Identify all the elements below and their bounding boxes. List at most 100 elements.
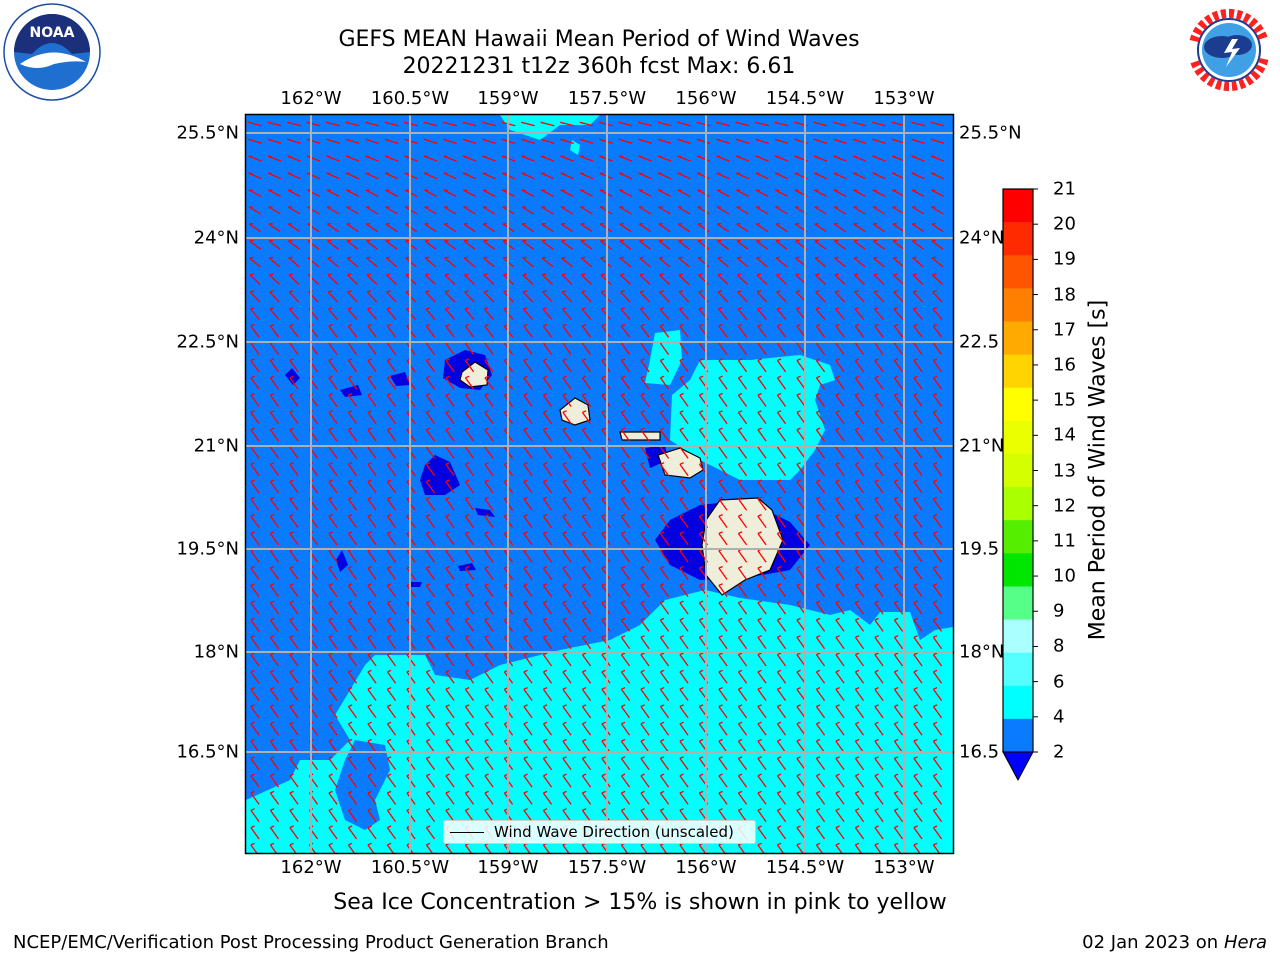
- wind-wave-arrow: [542, 358, 553, 373]
- wind-wave-arrow: [484, 375, 494, 390]
- wind-wave-arrow: [484, 410, 494, 425]
- wind-wave-arrow: [327, 256, 339, 268]
- wind-wave-arrow: [679, 704, 689, 719]
- wind-wave-arrow: [718, 479, 728, 494]
- wind-wave-arrow: [443, 155, 457, 162]
- wind-wave-arrow: [347, 669, 358, 684]
- wind-wave-arrow: [737, 738, 748, 753]
- wind-wave-arrow: [347, 652, 358, 667]
- wind-wave-arrow: [562, 410, 572, 425]
- wind-wave-arrow: [755, 223, 769, 233]
- wind-wave-arrow: [289, 392, 299, 407]
- wind-wave-arrow: [579, 172, 594, 180]
- wind-wave-arrow: [913, 323, 923, 338]
- wind-wave-arrow: [640, 790, 650, 805]
- wind-wave-arrow: [250, 583, 260, 598]
- wind-wave-arrow: [581, 721, 592, 736]
- wind-wave-arrow: [560, 138, 574, 145]
- footer-producer: NCEP/EMC/Verification Post Processing Pr…: [13, 932, 609, 953]
- wind-wave-arrow: [718, 669, 728, 684]
- wind-wave-arrow: [756, 290, 768, 303]
- wind-wave-arrow: [736, 273, 749, 285]
- wind-wave-arrow: [464, 358, 475, 373]
- wind-wave-arrow: [854, 790, 865, 805]
- wind-wave-arrow: [386, 842, 395, 853]
- wind-wave-arrow: [464, 652, 475, 667]
- wind-wave-arrow: [562, 790, 572, 805]
- wind-wave-arrow: [874, 514, 884, 528]
- wind-wave-arrow: [386, 290, 397, 303]
- wind-wave-arrow: [269, 842, 278, 853]
- wind-wave-arrow: [328, 790, 338, 805]
- wind-wave-arrow: [581, 738, 592, 753]
- wind-wave-arrow: [561, 256, 573, 268]
- wind-wave-arrow: [718, 635, 728, 650]
- wind-wave-arrow: [464, 756, 475, 771]
- wind-wave-arrow: [347, 600, 358, 615]
- wind-wave-arrow: [464, 617, 475, 632]
- wind-wave-arrow: [425, 808, 436, 823]
- wind-wave-arrow: [541, 206, 554, 215]
- wind-wave-arrow: [328, 842, 336, 853]
- wind-wave-arrow: [562, 687, 572, 701]
- wind-wave-arrow: [912, 256, 924, 268]
- wind-wave-arrow: [347, 704, 358, 719]
- wind-wave-arrow: [562, 496, 572, 511]
- top-axis-label: 162°W: [280, 88, 342, 109]
- wind-wave-arrow: [757, 704, 767, 719]
- wind-wave-arrow: [443, 138, 457, 145]
- wind-wave-arrow: [367, 704, 377, 719]
- wind-wave-arrow: [893, 307, 904, 321]
- wind-wave-arrow: [521, 172, 535, 180]
- wind-wave-arrow: [425, 392, 436, 407]
- wind-wave-arrow: [854, 307, 865, 321]
- wind-wave-arrow: [367, 427, 377, 442]
- wind-wave-arrow: [542, 808, 553, 823]
- wind-wave-arrow: [560, 121, 574, 127]
- wind-wave-arrow: [776, 704, 787, 719]
- wind-wave-arrow: [796, 496, 806, 511]
- wind-wave-arrow: [269, 514, 280, 528]
- wind-wave-arrow: [386, 635, 397, 650]
- wind-wave-arrow: [757, 808, 767, 823]
- wind-wave-arrow: [913, 617, 923, 632]
- wind-wave-arrow: [796, 790, 806, 805]
- wind-wave-arrow: [930, 155, 945, 162]
- wind-wave-arrow: [659, 756, 670, 771]
- wind-wave-arrow: [289, 617, 299, 632]
- wind-wave-arrow: [932, 514, 943, 528]
- wind-wave-arrow: [269, 307, 280, 321]
- wind-wave-arrow: [562, 462, 572, 477]
- wind-wave-arrow: [289, 825, 299, 840]
- wind-wave-arrow: [250, 669, 260, 684]
- wind-wave-arrow: [365, 206, 379, 215]
- wind-wave-arrow: [913, 669, 923, 684]
- wind-wave-arrow: [367, 462, 377, 477]
- wind-wave-arrow: [250, 825, 260, 840]
- wind-wave-arrow: [893, 427, 904, 442]
- wind-wave-arrow: [932, 410, 943, 425]
- wind-wave-arrow: [542, 323, 553, 338]
- wind-wave-arrow: [620, 687, 631, 701]
- wind-wave-arrow: [542, 687, 553, 701]
- wind-wave-arrow: [892, 206, 905, 215]
- wind-wave-arrow: [542, 496, 553, 511]
- wind-wave-arrow: [367, 565, 377, 580]
- wind-wave-arrow: [911, 138, 925, 145]
- wind-wave-arrow: [736, 223, 749, 233]
- wind-wave-arrow: [718, 704, 728, 719]
- wind-wave-arrow: [542, 669, 553, 684]
- wind-wave-arrow: [757, 617, 767, 632]
- wind-wave-arrow: [679, 427, 689, 442]
- wind-wave-arrow: [893, 808, 904, 823]
- wind-wave-arrow: [640, 600, 650, 615]
- wind-wave-arrow: [367, 358, 377, 373]
- wind-wave-arrow: [737, 479, 748, 494]
- wind-wave-arrow: [815, 307, 826, 321]
- wind-wave-arrow: [445, 514, 455, 528]
- wind-wave-arrow: [757, 721, 767, 736]
- wind-wave-arrow: [523, 375, 533, 390]
- wind-wave-arrow: [384, 155, 399, 162]
- wind-wave-arrow: [736, 206, 749, 215]
- wind-wave-arrow: [289, 687, 299, 701]
